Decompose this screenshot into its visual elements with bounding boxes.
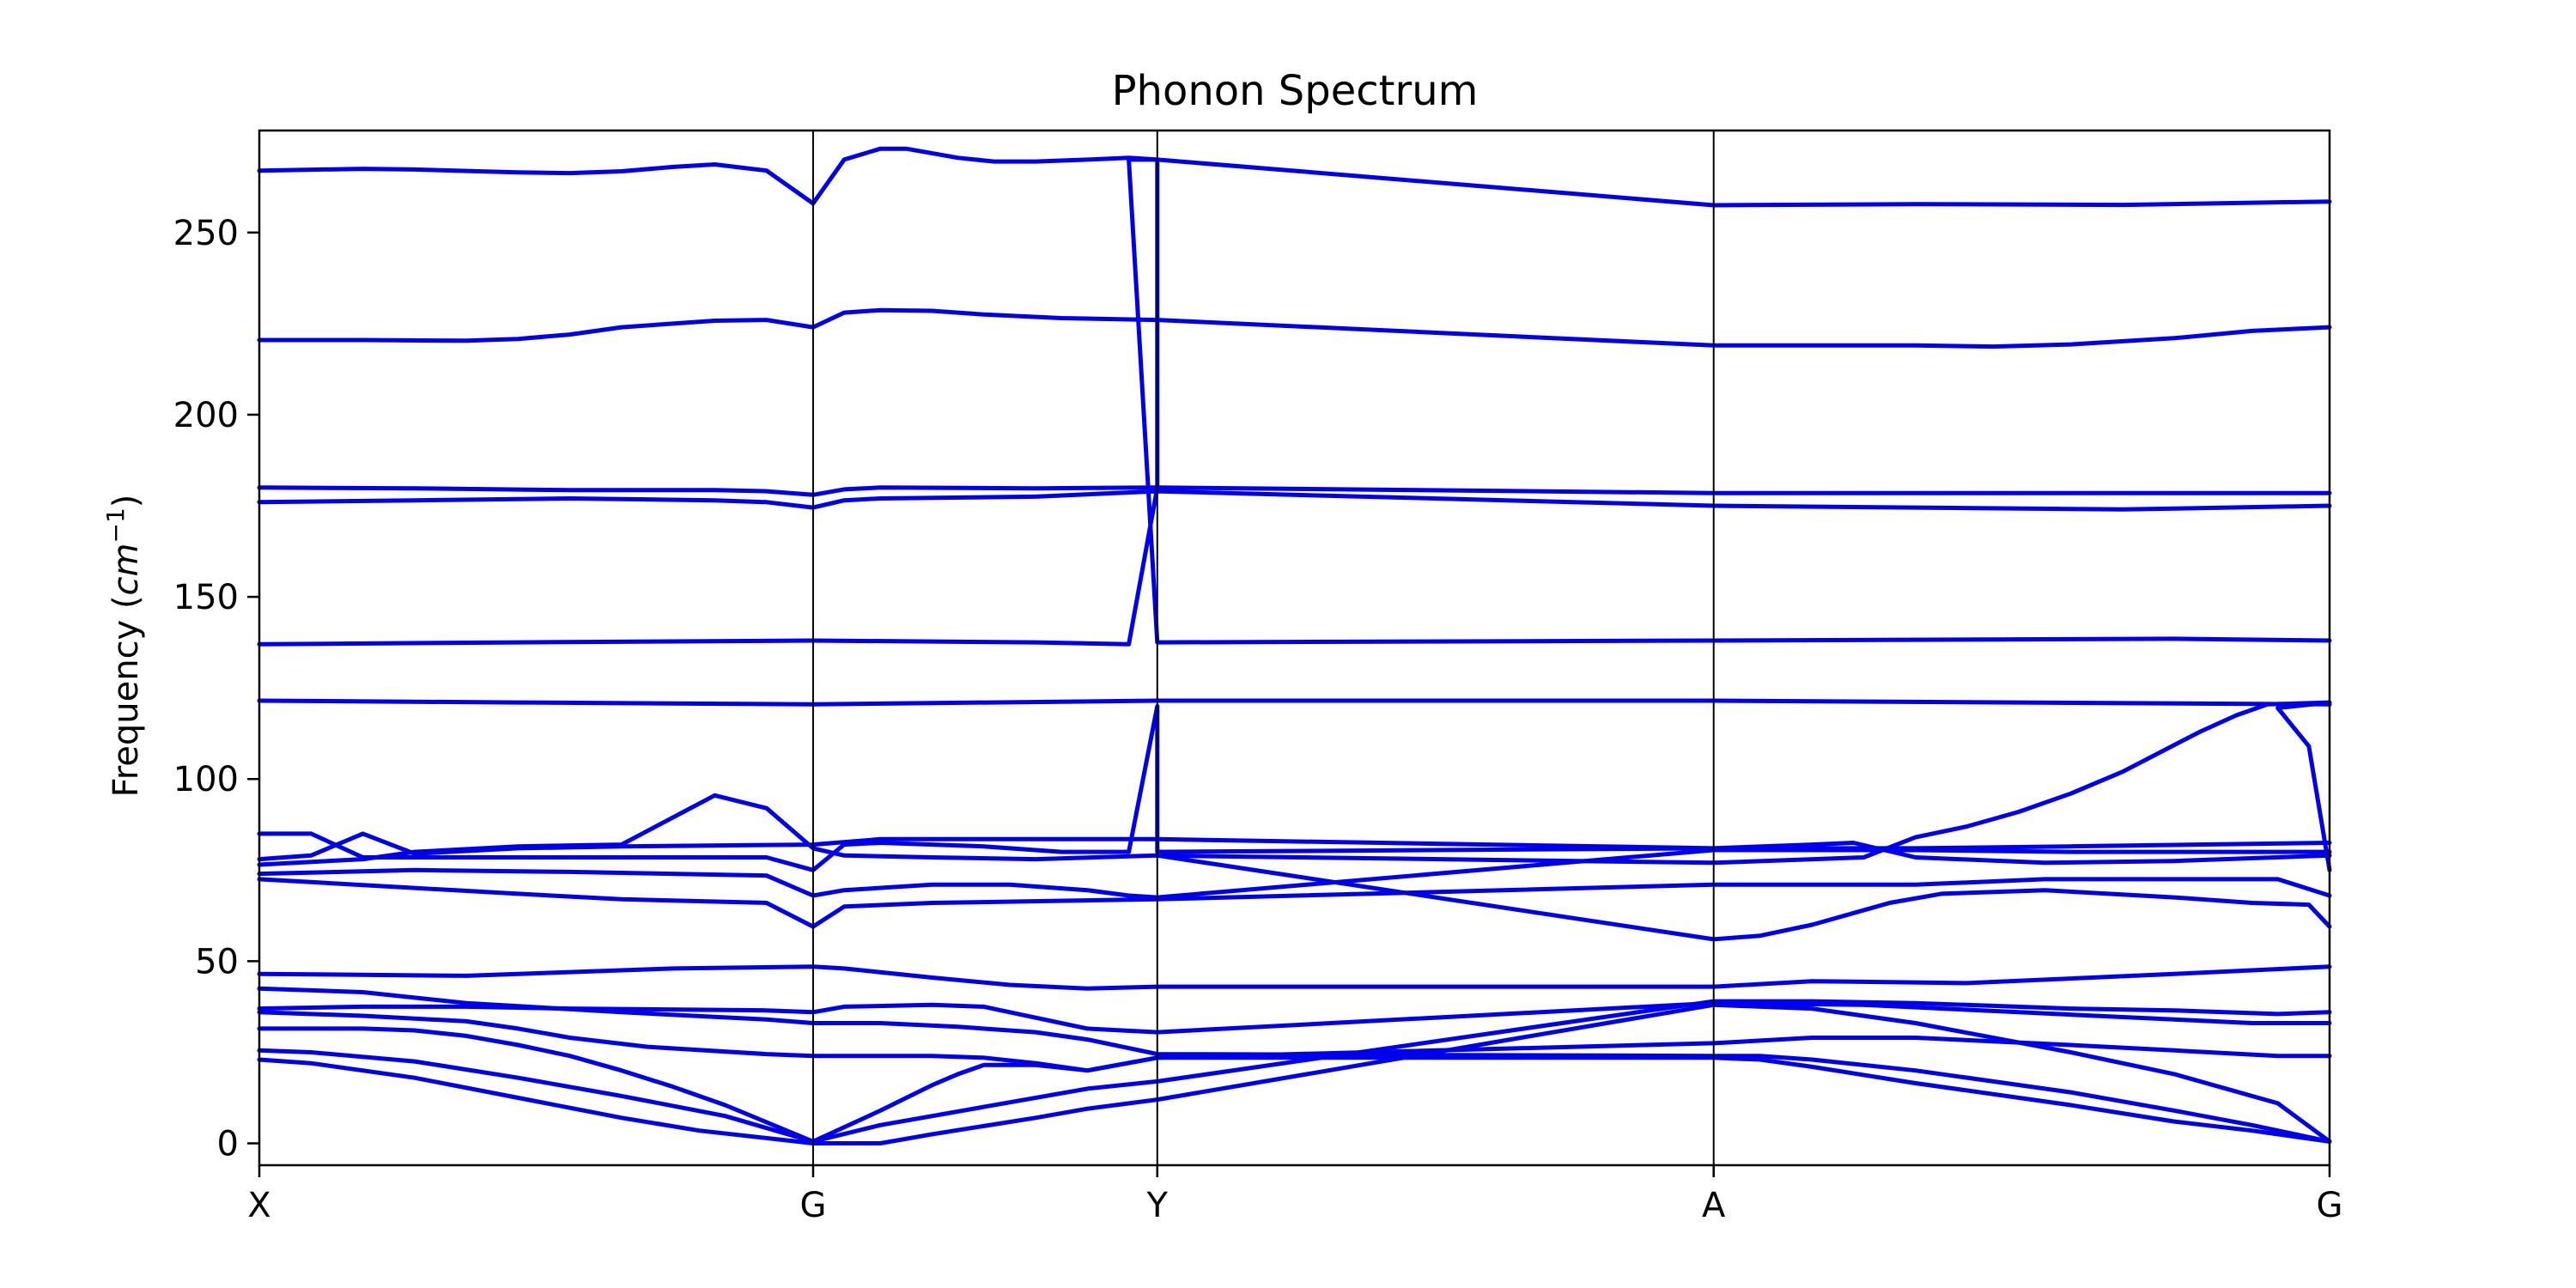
x-tick-label-y: Y [1146,1186,1169,1225]
phonon-band-14 [257,986,2332,1144]
x-tick-label-x: X [247,1186,270,1225]
x-tick-label-a: A [1702,1186,1726,1225]
y-tick-label: 100 [173,760,239,799]
phonon-band-12 [1155,853,2332,942]
phonon-band-10 [257,848,2332,900]
y-axis-label-exponent: −1 [101,507,130,543]
high-symmetry-lines [811,131,1715,1165]
x-tick-label-g: G [2317,1186,2343,1225]
y-tick-label: 200 [173,396,239,435]
phonon-band-6 [257,698,2332,707]
phonon-band-9 [257,700,2332,872]
y-tick-label: 250 [173,214,239,253]
phonon-band-17 [257,1026,2332,1144]
phonon-band-1 [257,146,2332,208]
phonon-band-15 [257,1000,2332,1035]
y-tick-label: 150 [173,578,239,617]
phonon-band-2 [257,307,2332,349]
phonon-band-18 [257,999,2332,1144]
x-tick-label-g: G [799,1186,826,1225]
plot-frame [258,129,2331,1167]
y-axis-label-base: Frequency ( [106,595,146,797]
y-tick-label: 0 [217,1125,239,1164]
phonon-band-13 [257,964,2332,991]
y-tick-label: 50 [195,942,239,981]
phonon-band-19 [257,1002,2332,1145]
y-axis-ticks: 0 50 100 150 200 250 [173,214,259,1164]
phonon-band-7 [257,703,2332,872]
y-axis-label: Frequency (cm−1) [101,495,146,798]
chart-title: Phonon Spectrum [1112,67,1479,115]
phonon-band-3 [257,485,2332,497]
y-axis-label-close: ) [106,495,146,508]
y-axis-label-unit: cm [106,543,146,595]
phonon-band-16 [257,1010,2332,1073]
phonon-band-11 [257,877,2332,929]
